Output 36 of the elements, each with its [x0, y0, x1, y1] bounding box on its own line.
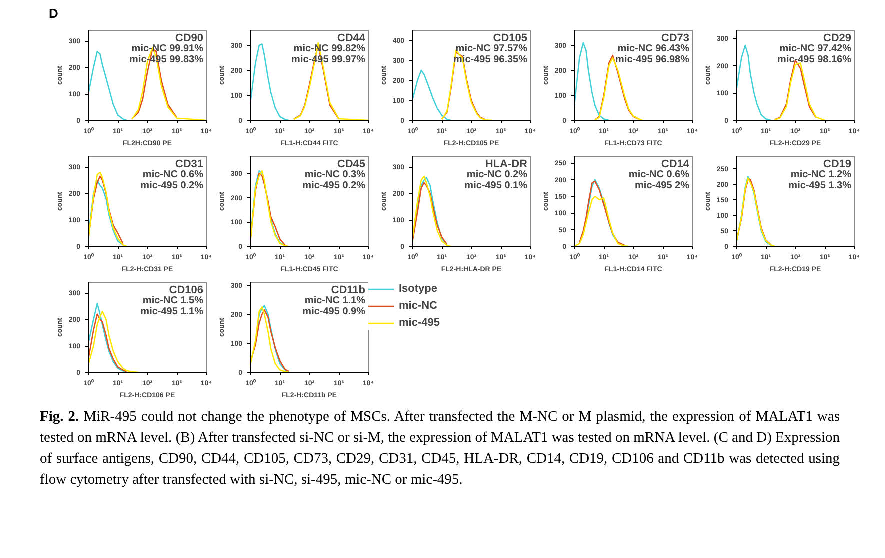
- annotation: mic-NC 0.2%: [466, 170, 528, 180]
- text: D: [49, 6, 58, 21]
- chart-title: HLA-DR: [485, 158, 528, 170]
- chart-title: CD105: [493, 32, 528, 44]
- annotation: mic-NC 0.6%: [142, 170, 204, 180]
- chart-title: CD14: [661, 158, 690, 170]
- annotation: mic-495 1.1%: [140, 306, 204, 318]
- annotation: mic-495 2%: [635, 180, 690, 192]
- annotation: mic-NC 1.1%: [304, 296, 366, 306]
- annotation: mic-495 98.16%: [778, 54, 852, 66]
- annotation: mic-NC 97.42%: [780, 44, 852, 54]
- annotation: mic-495 1.3%: [788, 180, 852, 192]
- legend-label: mic-NC: [399, 300, 438, 312]
- annotation: mic-NC 1.5%: [142, 296, 204, 306]
- chart-title: CD31: [175, 158, 204, 170]
- annotation: mic-495 0.1%: [464, 180, 528, 192]
- chart-title: CD44: [337, 32, 366, 44]
- annotation: mic-NC 96.43%: [618, 44, 690, 54]
- annotation: mic-NC 97.57%: [456, 44, 528, 54]
- chart-title: CD106: [169, 284, 204, 296]
- annotation: mic-495 0.2%: [302, 180, 366, 192]
- text: Fig. 2.: [40, 409, 80, 425]
- annotation: mic-NC 0.3%: [304, 170, 366, 180]
- chart-title: CD11b: [331, 284, 366, 296]
- annotation: mic-NC 0.6%: [628, 170, 690, 180]
- chart-title: CD29: [823, 32, 852, 44]
- chart-title: CD90: [175, 32, 204, 44]
- legend-label: Isotype: [399, 283, 438, 295]
- chart-title: CD19: [823, 158, 852, 170]
- annotation: mic-NC 1.2%: [790, 170, 852, 180]
- annotation: mic-495 0.2%: [140, 180, 204, 192]
- chart-title: CD73: [661, 32, 690, 44]
- legend-label: mic-495: [399, 317, 440, 329]
- annotation: mic-495 0.9%: [302, 306, 366, 318]
- annotation: mic-495 96.98%: [616, 54, 690, 66]
- chart-title: CD45: [337, 158, 366, 170]
